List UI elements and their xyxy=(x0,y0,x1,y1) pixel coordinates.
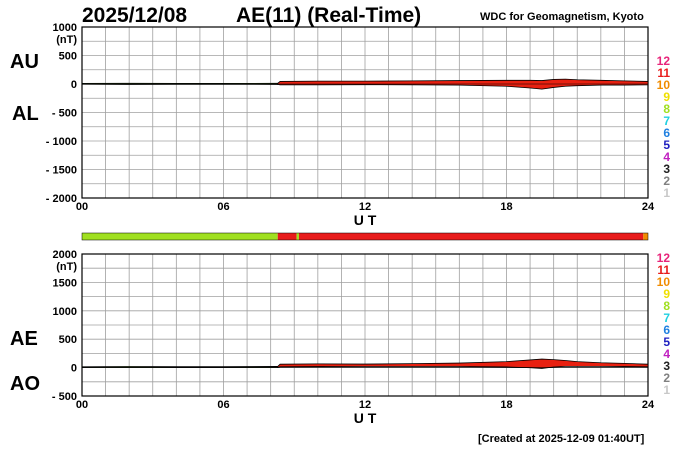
bottom-band-late xyxy=(277,358,649,369)
ae-label: AE xyxy=(10,328,38,350)
legend-station-count: 9 xyxy=(663,287,670,301)
top-ytick: - 500 xyxy=(52,108,77,120)
bottom-xtick: 06 xyxy=(217,399,229,411)
legend-station-count: 6 xyxy=(663,323,670,337)
top-unit: (nT) xyxy=(56,34,77,46)
legend-station-count: 1 xyxy=(663,186,670,200)
legend-station-count: 5 xyxy=(663,138,670,152)
top-ytick: 1000 xyxy=(53,22,77,34)
top-ytick: - 1500 xyxy=(46,165,77,177)
bottom-ytick: - 500 xyxy=(52,391,77,403)
legend-station-count: 7 xyxy=(663,114,670,128)
station-count-segment xyxy=(277,233,297,240)
bottom-ytick: 1000 xyxy=(53,306,77,318)
top-ytick: 500 xyxy=(59,51,77,63)
top-xlabel: U T xyxy=(354,212,377,228)
top-xtick: 00 xyxy=(76,201,88,213)
legend-station-count: 3 xyxy=(663,162,670,176)
bottom-xtick: 12 xyxy=(359,399,371,411)
legend-station-count: 1 xyxy=(663,383,670,397)
al-label: AL xyxy=(12,103,39,125)
bottom-ytick: 1500 xyxy=(53,277,77,289)
station-count-segment xyxy=(296,233,299,240)
top-ytick: 0 xyxy=(71,79,77,91)
legend-station-count: 10 xyxy=(656,78,670,92)
station-count-segment xyxy=(643,233,648,240)
station-count-segment xyxy=(298,233,644,240)
top-xtick: 24 xyxy=(642,201,655,213)
legend-station-count: 12 xyxy=(656,54,670,68)
station-count-bar-frame xyxy=(81,232,649,241)
bottom-xtick: 00 xyxy=(76,399,88,411)
au-label: AU xyxy=(10,51,39,73)
source-credit: WDC for Geomagnetism, Kyoto xyxy=(480,11,644,23)
bottom-xtick: 18 xyxy=(500,399,512,411)
bottom-ytick: 500 xyxy=(59,334,77,346)
created-timestamp: [Created at 2025-12-09 01:40UT] xyxy=(478,433,645,445)
station-count-segment xyxy=(82,233,278,240)
legend-station-count: 8 xyxy=(663,299,670,313)
legend-station-count: 5 xyxy=(663,335,670,349)
legend-station-count: 8 xyxy=(663,102,670,116)
bottom-frame xyxy=(81,253,649,397)
top-ytick: - 2000 xyxy=(46,193,77,205)
chart-title: AE(11) (Real-Time) xyxy=(236,4,422,27)
top-xtick: 06 xyxy=(217,201,229,213)
top-xtick: 12 xyxy=(359,201,371,213)
bottom-xlabel: U T xyxy=(354,410,377,426)
legend-station-count: 4 xyxy=(663,150,670,164)
legend-station-count: 6 xyxy=(663,126,670,140)
legend-station-count: 11 xyxy=(657,66,670,80)
legend-station-count: 10 xyxy=(656,275,670,289)
legend-station-count: 12 xyxy=(656,251,670,265)
legend-station-count: 9 xyxy=(663,90,670,104)
bottom-ytick: 2000 xyxy=(53,249,77,261)
legend-station-count: 7 xyxy=(663,311,670,325)
legend-station-count: 11 xyxy=(657,263,670,277)
legend-station-count: 2 xyxy=(663,371,670,385)
top-ytick: - 1000 xyxy=(46,136,77,148)
legend-station-count: 2 xyxy=(663,174,670,188)
top-frame xyxy=(81,26,649,199)
bottom-xtick: 24 xyxy=(642,399,655,411)
bottom-ytick: 0 xyxy=(71,363,77,375)
top-xtick: 18 xyxy=(500,201,512,213)
ao-label: AO xyxy=(10,373,40,395)
legend-station-count: 4 xyxy=(663,347,670,361)
bottom-unit: (nT) xyxy=(56,261,77,273)
date-title: 2025/12/08 xyxy=(82,4,188,27)
legend-station-count: 3 xyxy=(663,359,670,373)
